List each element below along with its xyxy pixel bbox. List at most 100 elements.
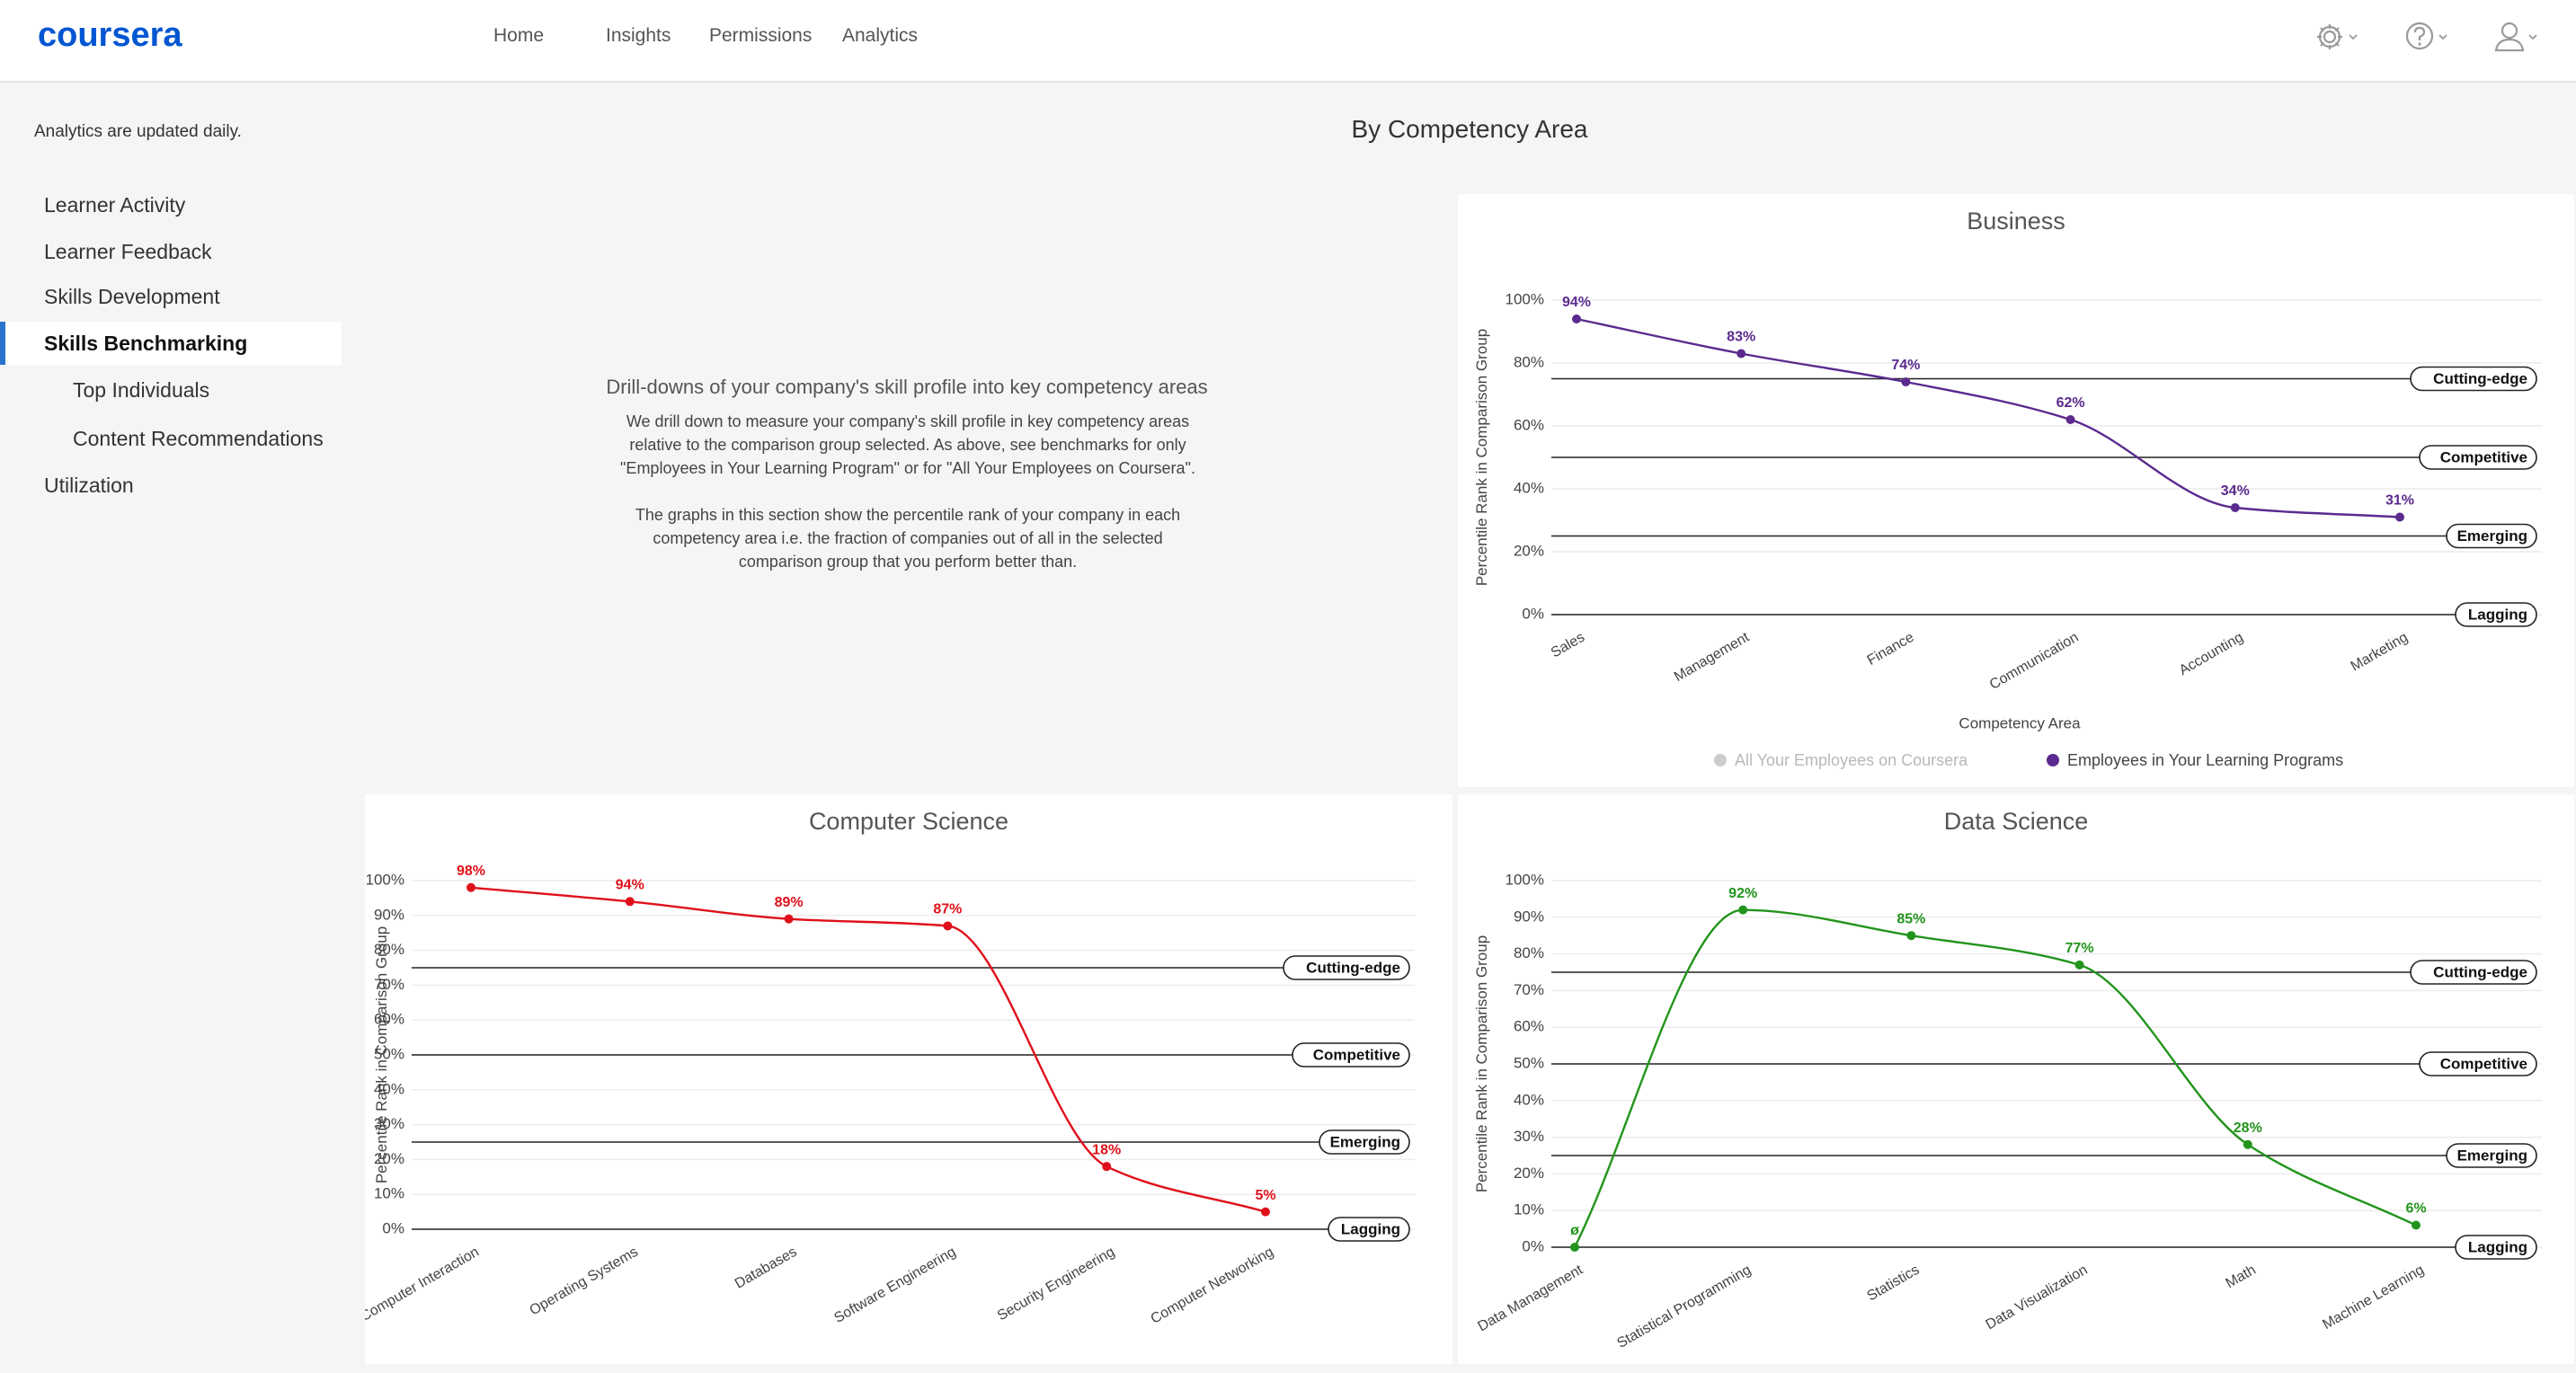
- data-label-accounting: 34%: [2221, 483, 2250, 499]
- competency-description: Drill-downs of your company's skill prof…: [363, 194, 1451, 793]
- band-label-cutting-edge: Cutting-edge: [2433, 963, 2527, 980]
- nav-home[interactable]: Home: [493, 25, 545, 46]
- computer-science-chart: Computer Science 0% 10% 20% 30% 40% 50% 60% 70% 8…: [365, 808, 1415, 1350]
- description-paragraph-1: We drill down to measure your company's …: [620, 412, 1195, 477]
- legend-label: Employees in Your Learning Programs: [2067, 751, 2343, 769]
- data-label-data-management: ø: [1570, 1223, 1579, 1238]
- settings-menu-button[interactable]: [2310, 18, 2364, 58]
- band-label-competitive: Competitive: [2440, 448, 2527, 465]
- help-icon: [2405, 22, 2447, 50]
- user-menu-button[interactable]: [2490, 18, 2544, 58]
- data-label-software-engineering: 87%: [933, 902, 962, 917]
- data-point-math: [2243, 1139, 2252, 1149]
- y-tick-label: 20%: [1514, 1165, 1544, 1182]
- sidebar-item-learner-feedback[interactable]: Learner Feedback: [44, 240, 212, 263]
- data-label-sales: 94%: [1562, 295, 1591, 310]
- data-label-human-computer-interaction: 98%: [457, 864, 485, 879]
- sidebar-item-skills-development[interactable]: Skills Development: [44, 285, 220, 308]
- band-pill: [2446, 1143, 2537, 1168]
- data-point-management: [1737, 349, 1746, 359]
- y-tick-label: 50%: [1514, 1054, 1544, 1071]
- category-label-databases: Databases: [733, 1245, 800, 1292]
- data-label-statistical-programming: 92%: [1728, 886, 1757, 901]
- series-line: [1573, 908, 2417, 1248]
- data-point-accounting: [2230, 503, 2240, 512]
- data-point-operating-systems: [625, 897, 635, 907]
- legend-marker: [1714, 754, 1727, 766]
- data-point-machine-learning: [2412, 1220, 2421, 1230]
- y-tick-label: 10%: [1514, 1201, 1544, 1218]
- sidebar-item-learner-activity[interactable]: Learner Activity: [44, 193, 186, 217]
- data-label-security-engineering: 18%: [1092, 1142, 1121, 1157]
- sidebar: Analytics are updated daily. Learner Act…: [0, 83, 363, 1373]
- category-label-statistics: Statistics: [1864, 1262, 1922, 1305]
- series-line: [1576, 317, 2401, 518]
- x-axis-label: Competency Area: [1959, 714, 2081, 731]
- y-tick-label: 100%: [1506, 871, 1544, 888]
- y-tick-label: 70%: [1514, 981, 1544, 998]
- sidebar-item-content-recommendations[interactable]: Content Recommendations: [73, 427, 324, 450]
- sidebar-item-top-individuals[interactable]: Top Individuals: [73, 378, 210, 402]
- y-tick-label: 0%: [382, 1219, 404, 1236]
- band-pill: [1328, 1217, 1410, 1242]
- data-point-software-engineering: [943, 921, 953, 931]
- business-chart-panel: Business 0% 20% 40% 60% 80% 100% Percentile Ran…: [1458, 194, 2574, 787]
- y-tick-label: 20%: [1514, 542, 1544, 559]
- data-point-statistics: [1906, 931, 1916, 941]
- band-pill: [2446, 523, 2537, 549]
- sidebar-item-skills-benchmarking[interactable]: Skills Benchmarking: [0, 322, 342, 365]
- data-point-communication: [2065, 415, 2075, 424]
- band-pill: [1319, 1129, 1410, 1155]
- y-tick-label: 0%: [1522, 1237, 1544, 1254]
- band-label-emerging: Emerging: [2457, 527, 2527, 545]
- band-label-cutting-edge: Cutting-edge: [2433, 370, 2527, 387]
- y-tick-label: 80%: [374, 941, 404, 958]
- data-point-finance: [1901, 377, 1911, 386]
- band-pill: [2419, 445, 2537, 470]
- legend-item-all-your-employees-on-coursera[interactable]: All Your Employees on Coursera: [1714, 751, 1968, 769]
- nav-permissions[interactable]: Permissions: [709, 25, 813, 46]
- nav-analytics[interactable]: Analytics: [842, 25, 919, 46]
- data-point-data-management: [1570, 1243, 1579, 1252]
- category-label-statistical-programming: Statistical Programming: [1614, 1262, 1754, 1351]
- data-point-computer-networking: [1261, 1207, 1270, 1217]
- data-point-sales: [1572, 314, 1581, 323]
- category-label-marketing: Marketing: [2349, 630, 2411, 675]
- data-point-marketing: [2395, 512, 2404, 522]
- data-science-chart-panel: Data Science 0% 10% 20% 30% 40% 50% 60% 70% 80% 90…: [1458, 794, 2574, 1364]
- data-label-management: 83%: [1727, 330, 1755, 345]
- description-heading: Drill-downs of your company's skill prof…: [606, 376, 1208, 398]
- category-label-machine-learning: Machine Learning: [2320, 1262, 2427, 1333]
- category-label-communication: Communication: [1987, 630, 2082, 693]
- band-pill: [2419, 1051, 2537, 1076]
- help-menu-button[interactable]: [2400, 18, 2454, 58]
- y-tick-label: 60%: [1514, 416, 1544, 433]
- coursera-logo[interactable]: coursera: [38, 16, 182, 54]
- nav-insights[interactable]: Insights: [606, 25, 671, 46]
- y-tick-label: 20%: [374, 1150, 404, 1167]
- y-tick-label: 40%: [1514, 1091, 1544, 1108]
- category-label-security-engineering: Security Engineering: [995, 1245, 1117, 1324]
- y-tick-label: 50%: [374, 1045, 404, 1062]
- data-label-data-visualization: 77%: [2065, 941, 2094, 956]
- data-label-machine-learning: 6%: [2405, 1201, 2426, 1217]
- category-label-management: Management: [1672, 629, 1753, 685]
- y-tick-label: 30%: [374, 1115, 404, 1132]
- band-label-lagging: Lagging: [1341, 1220, 1400, 1237]
- data-label-marketing: 31%: [2385, 493, 2414, 509]
- legend-item-employees-in-your-learning-programs[interactable]: Employees in Your Learning Programs: [2047, 751, 2343, 769]
- data-point-statistical-programming: [1738, 905, 1748, 915]
- data-label-computer-networking: 5%: [1255, 1188, 1275, 1203]
- data-point-databases: [784, 914, 794, 924]
- legend-label: All Your Employees on Coursera: [1735, 751, 1968, 769]
- chart-title: Business: [1967, 208, 2065, 235]
- sidebar-item-utilization[interactable]: Utilization: [44, 474, 134, 497]
- category-label-operating-systems: Operating Systems: [527, 1245, 640, 1319]
- description-body: We drill down to measure your company's …: [618, 410, 1197, 597]
- y-tick-label: 0%: [1522, 605, 1544, 622]
- category-label-math: Math: [2223, 1262, 2258, 1292]
- data-science-chart: Data Science 0% 10% 20% 30% 40% 50% 60% 70% 80% 90…: [1473, 808, 2542, 1351]
- band-label-competitive: Competitive: [1313, 1046, 1400, 1063]
- y-tick-label: 40%: [1514, 479, 1544, 496]
- y-tick-label: 80%: [1514, 353, 1544, 370]
